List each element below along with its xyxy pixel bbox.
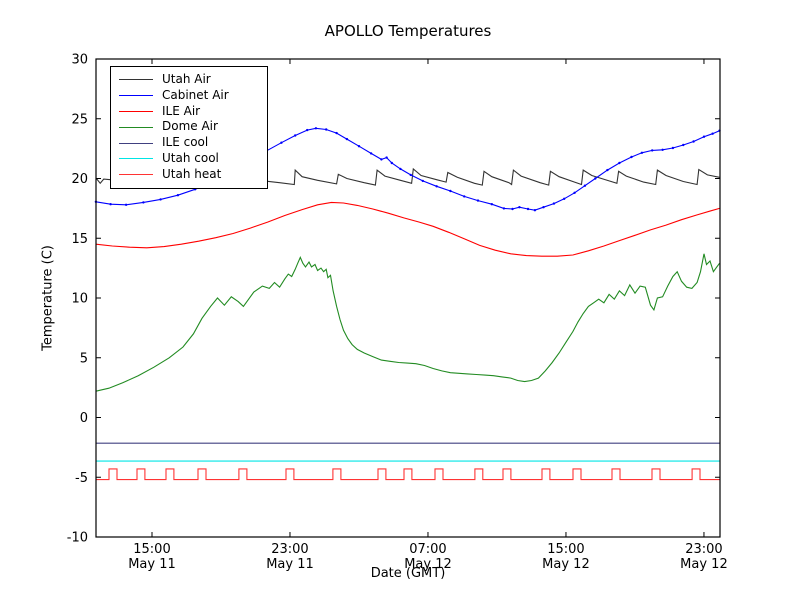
x-tick-date: May 11 [266,557,314,572]
chart-title: APOLLO Temperatures [324,22,492,40]
legend-entry-cabinet_air: Cabinet Air [119,88,261,104]
legend: Utah Air Cabinet Air ILE Air Dome Air ILE co… [110,66,268,189]
legend-entry-utah_heat: Utah heat [119,167,261,183]
series-cabinet_air-marker [109,203,112,206]
legend-label: ILE cool [162,135,209,150]
series-cabinet_air-marker [583,184,587,187]
series-utah_air-line [95,167,720,186]
y-tick-label: 0 [80,411,88,426]
legend-line-sample [119,95,153,97]
x-tick-date: May 12 [542,557,590,572]
series-cabinet_air-marker [640,151,644,154]
legend-entry-dome_air: Dome Air [119,119,261,135]
series-cabinet_air-marker [533,209,537,212]
series-cabinet_air-marker [124,203,128,206]
series-cabinet_air-marker [511,207,514,211]
series-cabinet_air-marker [526,207,530,211]
y-tick-label: -5 [75,471,88,486]
x-tick-date: May 12 [404,557,452,572]
legend-label: Cabinet Air [162,87,229,102]
series-cabinet_air-marker [380,158,383,161]
x-tick-time: 15:00 [547,542,584,557]
series-cabinet_air-marker [692,140,695,143]
x-tick-date: May 12 [680,557,728,572]
series-cabinet_air-marker [671,146,675,150]
y-tick-label: 10 [71,292,88,307]
series-cabinet_air-marker [563,197,566,200]
x-tick-time: 07:00 [409,542,446,557]
series-cabinet_air-marker [325,128,328,131]
series-cabinet_air-marker [385,156,388,159]
x-tick-time: 23:00 [271,542,308,557]
y-tick-label: 5 [80,351,88,366]
series-cabinet_air-marker [176,194,180,197]
series-cabinet_air-marker [630,155,633,159]
series-cabinet_air-marker [594,177,597,180]
series-cabinet_air-marker [142,201,145,204]
x-tick-time: 23:00 [685,542,722,557]
series-cabinet_air-marker [661,148,664,151]
legend-label: ILE Air [162,103,201,118]
series-cabinet_air-marker [702,135,706,138]
series-cabinet_air-marker [463,195,466,198]
legend-entry-utah_cool: Utah cool [119,151,261,167]
legend-label: Dome Air [162,119,218,134]
legend-line-sample [119,79,153,81]
legend-entry-ile_cool: ILE cool [119,135,261,151]
y-tick-label: 30 [71,53,88,68]
series-cabinet_air-marker [280,141,283,144]
x-axis-label: Date (GMT) [370,566,446,581]
legend-label: Utah cool [162,150,219,165]
series-cabinet_air-marker [518,206,521,209]
series-cabinet_air-marker [476,199,480,202]
x-tick-time: 15:00 [133,542,170,557]
series-cabinet_air-marker [651,149,654,152]
series-cabinet_air-marker [369,152,373,155]
series-cabinet_air-marker [542,206,545,209]
y-tick-label: -10 [67,531,88,546]
series-cabinet_air-marker [618,161,621,165]
series-cabinet_air-marker [490,203,493,206]
series-cabinet_air-marker [159,198,162,201]
series-cabinet_air-marker [449,189,452,193]
series-cabinet_air-marker [357,145,361,148]
series-cabinet_air-marker [409,173,412,177]
y-axis-label: Temperature (C) [40,245,56,351]
series-cabinet_air-marker [345,137,349,141]
legend-line-sample [119,174,153,176]
series-ile_air-line [95,201,720,257]
series-cabinet_air-marker [502,207,506,210]
series-cabinet_air-marker [314,127,318,130]
y-tick-label: 25 [71,112,88,127]
series-cabinet_air-marker [193,188,197,191]
legend-label: Utah Air [162,72,211,86]
series-utah_heat-line [96,468,720,481]
series-cabinet_air-marker [435,185,438,188]
series-cabinet_air-marker [294,134,297,137]
series-cabinet_air-marker [711,132,714,135]
legend-line-sample [119,126,153,128]
series-cabinet_air-marker [399,167,402,171]
series-cabinet_air-marker [552,202,556,205]
y-tick-label: 20 [71,172,88,187]
series-cabinet_air-marker [682,143,685,147]
series-cabinet_air-marker [335,131,338,135]
series-cabinet_air-marker [421,179,424,183]
series-dome_air-line [95,253,720,392]
legend-line-sample [119,142,153,144]
legend-line-sample [119,110,153,112]
legend-entry-utah_air: Utah Air [119,72,261,88]
x-tick-date: May 11 [128,557,176,572]
legend-entry-ile_air: ILE Air [119,104,261,120]
legend-label: Utah heat [162,166,222,181]
series-cabinet_air-marker [390,161,393,165]
series-cabinet_air-marker [573,191,576,194]
series-cabinet_air-marker [306,128,309,132]
series-cabinet_air-marker [606,168,609,172]
y-tick-label: 15 [71,232,88,247]
legend-line-sample [119,158,153,160]
